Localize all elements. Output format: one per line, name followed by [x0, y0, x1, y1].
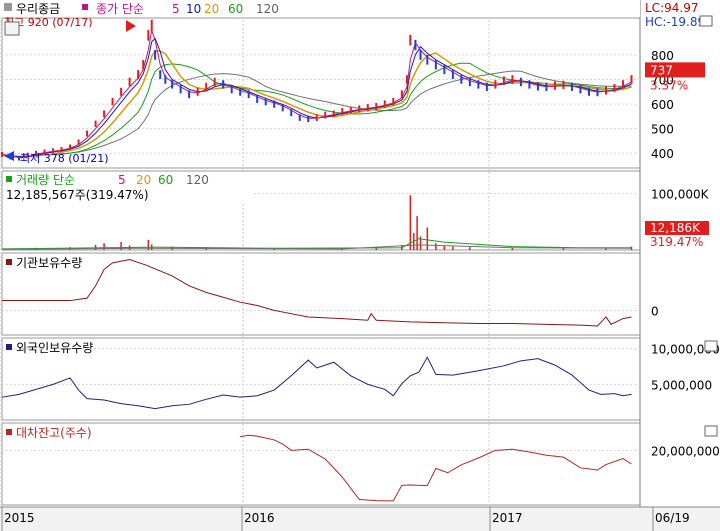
- short-balance-line: [240, 434, 632, 502]
- volume-legend-item: 120: [186, 173, 209, 187]
- volume-y-tick: 100,000K: [651, 188, 710, 202]
- high-annotation: 최고 920 (07/17): [4, 16, 93, 29]
- close-icon[interactable]: [704, 425, 718, 437]
- inst-holding-line: [2, 259, 632, 327]
- close-icon[interactable]: [704, 340, 718, 352]
- price-legend-item: 20: [204, 2, 219, 16]
- legend-square-icon: [6, 344, 12, 350]
- volume-legend-title: 거래량 단순: [16, 173, 75, 187]
- foreign-y-tick: 10,000,000: [651, 343, 720, 357]
- x-tick-label: 2017: [492, 511, 523, 525]
- low-annotation: 최저 378 (01/21): [20, 152, 109, 165]
- legend-square-icon: [4, 3, 12, 11]
- price-y-tick: 400: [651, 147, 674, 161]
- ma20-line: [1, 50, 632, 158]
- volume-legend-item: 20: [136, 173, 151, 187]
- inst-y-tick: 0: [651, 304, 659, 318]
- hc-info: HC:-19.89: [645, 15, 705, 29]
- x-axis-bar: [0, 507, 720, 531]
- short-legend-title: 대차잔고(주수): [16, 426, 92, 440]
- volume-current-pct: 319.47%: [650, 235, 703, 249]
- volume-legend-item: 5: [118, 173, 126, 187]
- low-marker: [4, 151, 14, 161]
- price-legend-item: 5: [172, 2, 180, 16]
- price-y-tick: 600: [651, 98, 674, 112]
- volume-ma120-line: [1, 244, 632, 250]
- price-legend-title: 우리종금: [16, 2, 60, 16]
- x-tick-label: 2015: [4, 511, 35, 525]
- legend-square-icon: [6, 429, 12, 435]
- price-y-tick: 800: [651, 49, 674, 63]
- price-y-tick: 500: [651, 123, 674, 137]
- current-price-box: [645, 62, 705, 78]
- lc-info: LC:94.97: [645, 1, 698, 15]
- volume-value-text: 12,185,567주(319.47%): [6, 188, 149, 202]
- volume-current-label: 12,186K: [650, 221, 701, 235]
- price-legend-item: 120: [256, 2, 279, 16]
- grid-settings-icon[interactable]: [4, 21, 20, 36]
- volume-current-box: [645, 221, 709, 235]
- x-tick-label: 2016: [244, 511, 275, 525]
- ma5-line: [1, 30, 632, 159]
- volume-legend-item: 60: [158, 173, 173, 187]
- short-y-tick: 20,000,000: [651, 444, 720, 458]
- foreign-holding-line: [1, 356, 632, 410]
- legend-square-icon: [6, 176, 12, 182]
- ma120-line: [1, 70, 632, 158]
- price-legend-item: 종가 단순: [96, 2, 144, 16]
- current-price-label: 737: [650, 63, 673, 77]
- legend-square-icon: [82, 4, 88, 10]
- inst-legend-title: 기관보유수량: [16, 256, 82, 270]
- high-marker: [126, 20, 136, 32]
- foreign-y-tick: 5,000,000: [651, 378, 712, 392]
- volume-ma60-line: [1, 238, 632, 250]
- volume-legend-bg: [3, 172, 253, 203]
- y-axis-area: [640, 0, 720, 531]
- price-legend-item: 10: [186, 2, 201, 16]
- price-legend-item: 60: [228, 2, 243, 16]
- price-legend-bg: [0, 0, 640, 17]
- x-tick-label: 06/19: [655, 511, 690, 525]
- legend-square-icon: [6, 259, 12, 265]
- current-change-label: 3.37%: [650, 78, 688, 92]
- foreign-legend-title: 외국인보유수량: [16, 341, 93, 355]
- close-icon[interactable]: [699, 15, 713, 27]
